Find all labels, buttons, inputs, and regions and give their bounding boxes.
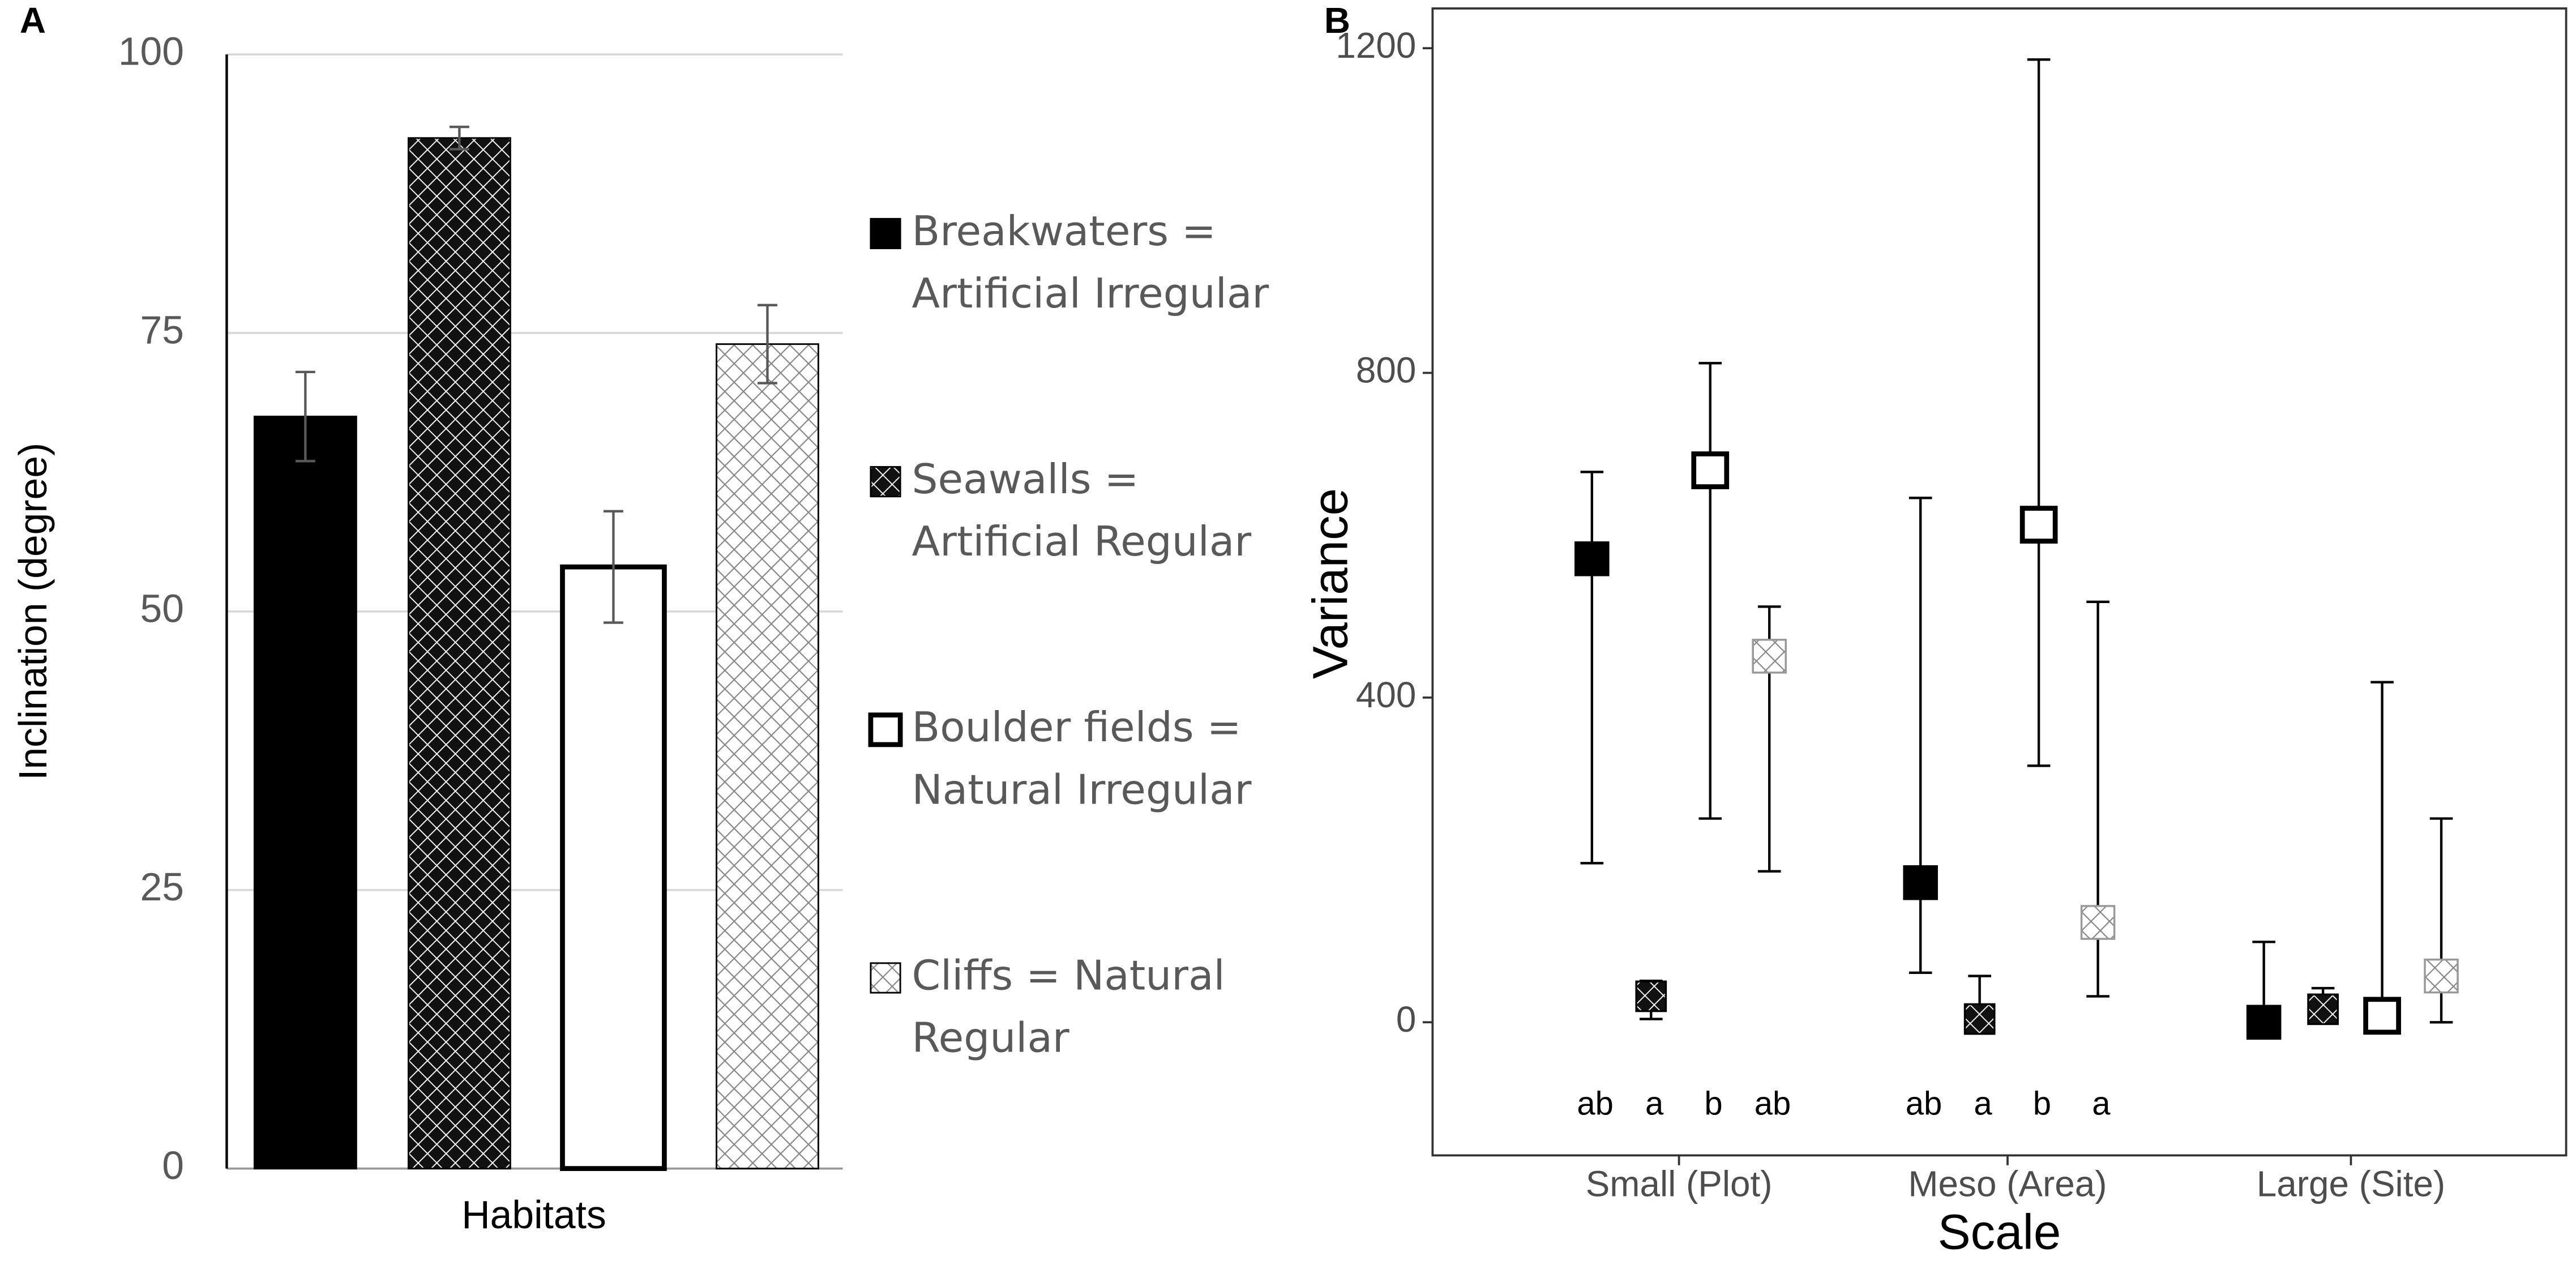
y-tick-label: 0 [1396,999,1417,1040]
y-tick-label: 1200 [1336,25,1416,66]
point-marker [1752,639,1787,674]
legend-label: Breakwaters = Artificial Irregular [912,207,1269,318]
significance-label: ab [1906,1086,1942,1122]
y-axis-label: Inclination (degree) [11,443,55,780]
x-axis-label: Scale [1938,1205,2061,1260]
point-marker [1574,541,1610,576]
panel-label: A [20,0,46,41]
y-axis-label: Variance [1303,488,1358,679]
bar [408,137,511,1170]
x-tick-label: Large (Site) [2257,1163,2445,1204]
y-tick-label: 75 [140,307,184,352]
legend-swatch [870,962,901,994]
significance-label: b [2033,1086,2051,1122]
bar [253,416,357,1170]
point-marker [2307,993,2339,1026]
legend-entry: Cliffs = Natural Regular [912,951,1225,1062]
y-tick-label: 400 [1356,674,1417,715]
legend-entry: Breakwaters = Artificial Irregular [912,207,1269,318]
legend-entry: Seawalls = Artificial Regular [912,455,1252,566]
y-tick-label: 100 [118,29,184,74]
y-tick-label: 800 [1356,349,1417,390]
y-tick-label: 50 [140,586,184,630]
significance-label: ab [1577,1086,1614,1122]
x-tick-label: Small (Plot) [1586,1163,1773,1204]
x-axis-label: Habitats [461,1193,606,1237]
point-marker [1903,865,1938,900]
legend-entry: Boulder fields = Natural Irregular [912,703,1252,814]
significance-label: b [1704,1086,1722,1122]
y-tick-label: 0 [162,1143,184,1187]
point-marker [2080,905,2116,940]
significance-label: a [2092,1086,2111,1122]
x-tick-label: Meso (Area) [1908,1163,2107,1204]
point-marker [1691,451,1730,489]
point-marker [1963,1003,1996,1035]
panel-label: B [1324,0,1350,41]
point-marker [2424,958,2459,994]
legend-label: Boulder fields = Natural Irregular [912,703,1252,814]
y-tick-label: 25 [140,865,184,909]
legend-swatch [870,217,901,250]
significance-label: a [1645,1086,1664,1122]
legend-label: Cliffs = Natural Regular [912,951,1225,1062]
legend-swatch [868,712,903,747]
legend-label: Seawalls = Artificial Regular [912,455,1252,566]
significance-label: ab [1755,1086,1791,1122]
significance-label: a [1974,1086,1992,1122]
point-marker [2363,997,2401,1035]
bar [560,564,667,1171]
point-marker [2019,506,2058,544]
legend-swatch [870,466,901,498]
plot-frame [1431,7,2568,1157]
bar [716,343,819,1170]
point-marker [2246,1005,2282,1040]
point-marker [1635,980,1667,1012]
